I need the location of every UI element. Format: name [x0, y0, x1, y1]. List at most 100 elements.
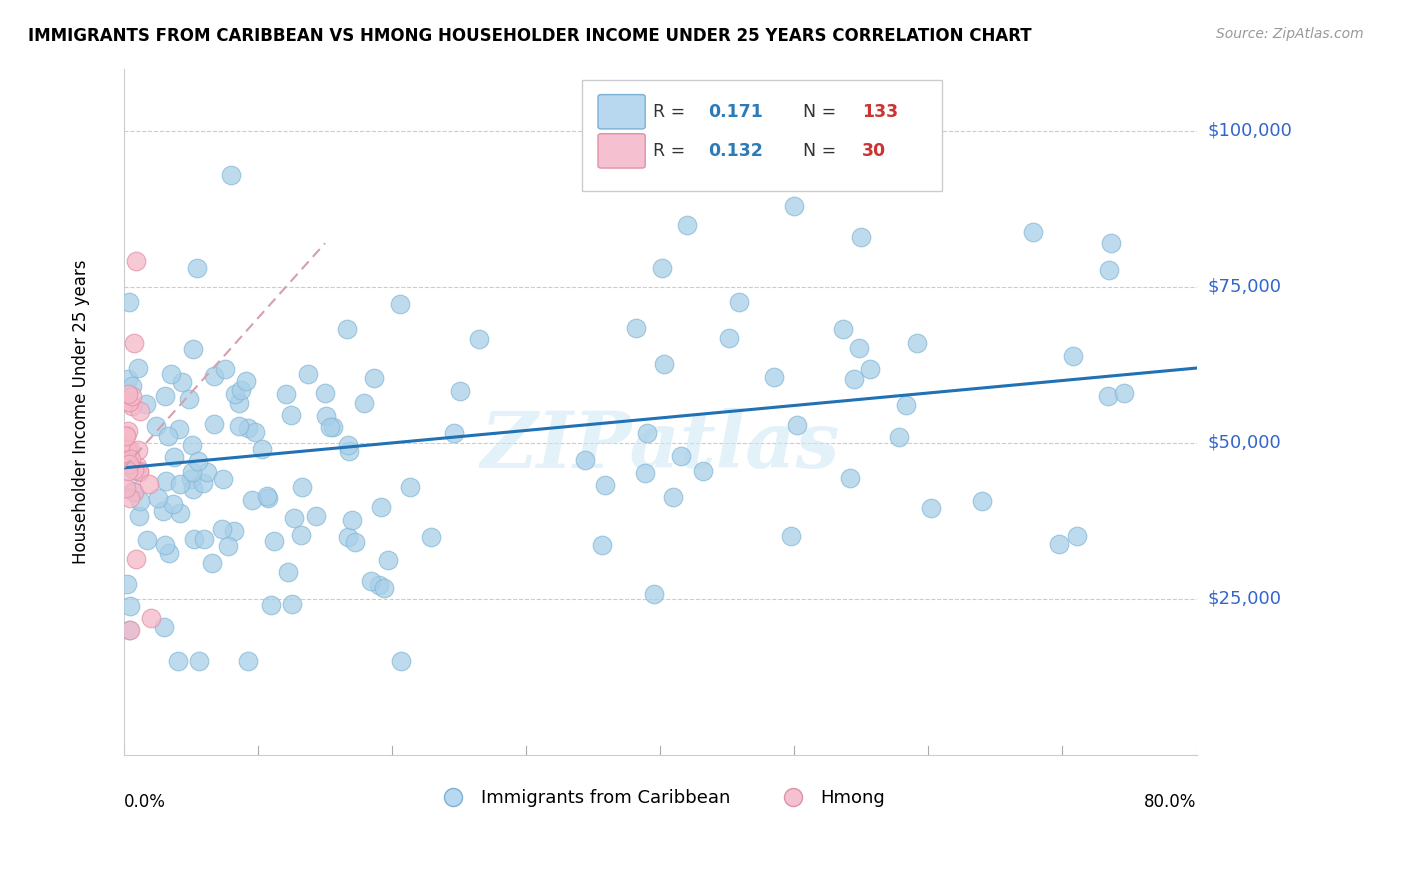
Point	[202, 417, 225, 431]
Point	[651, 260, 673, 275]
Text: $75,000: $75,000	[1208, 278, 1282, 296]
Point	[322, 419, 344, 434]
Point	[117, 372, 139, 386]
Point	[353, 396, 375, 410]
Text: 30: 30	[862, 142, 886, 160]
Point	[851, 230, 873, 244]
Point	[202, 368, 225, 383]
Point	[257, 491, 280, 506]
Point	[388, 297, 411, 311]
Point	[662, 490, 685, 504]
Point	[118, 395, 141, 409]
Point	[122, 462, 145, 476]
Point	[167, 654, 190, 668]
Point	[138, 476, 160, 491]
Point	[201, 556, 224, 570]
Point	[217, 539, 239, 553]
Text: ZIPatlas: ZIPatlas	[481, 408, 839, 484]
Point	[117, 577, 139, 591]
Point	[277, 565, 299, 579]
Point	[896, 398, 918, 412]
Point	[783, 199, 806, 213]
Point	[214, 362, 236, 376]
Point	[228, 419, 250, 434]
Point	[344, 534, 367, 549]
Point	[125, 552, 148, 566]
FancyBboxPatch shape	[598, 95, 645, 129]
Point	[240, 492, 263, 507]
Point	[763, 370, 786, 384]
Point	[1112, 386, 1135, 401]
Point	[336, 322, 359, 336]
Point	[115, 481, 138, 495]
Point	[832, 322, 855, 336]
Point	[114, 456, 136, 470]
Point	[399, 480, 422, 494]
Point	[449, 384, 471, 399]
Point	[120, 599, 142, 614]
Point	[118, 623, 141, 637]
Point	[120, 451, 142, 466]
Point	[160, 367, 183, 381]
Point	[245, 425, 267, 440]
Point	[848, 341, 870, 355]
Point	[211, 472, 233, 486]
Point	[128, 465, 150, 479]
Point	[129, 403, 152, 417]
Point	[186, 260, 208, 275]
Point	[290, 528, 312, 542]
Point	[443, 425, 465, 440]
Point	[314, 386, 336, 401]
Point	[624, 320, 647, 334]
Point	[181, 465, 204, 479]
Text: $100,000: $100,000	[1208, 122, 1292, 140]
Point	[135, 397, 157, 411]
Point	[839, 471, 862, 485]
Point	[574, 452, 596, 467]
Point	[420, 530, 443, 544]
Point	[152, 620, 174, 634]
Point	[121, 389, 143, 403]
Point	[1066, 529, 1088, 543]
Point	[117, 424, 139, 438]
FancyBboxPatch shape	[598, 134, 645, 168]
Point	[718, 331, 741, 345]
Point	[169, 477, 191, 491]
Point	[337, 438, 360, 452]
Point	[180, 472, 202, 486]
Point	[128, 494, 150, 508]
Point	[195, 465, 218, 479]
Point	[121, 379, 143, 393]
Text: 0.0%: 0.0%	[124, 793, 166, 811]
Point	[169, 506, 191, 520]
Text: N =: N =	[803, 142, 842, 160]
Point	[127, 361, 149, 376]
Point	[120, 442, 142, 457]
Point	[157, 546, 180, 560]
Point	[177, 392, 200, 407]
Point	[786, 418, 808, 433]
Point	[163, 450, 186, 464]
Point	[152, 504, 174, 518]
Point	[155, 474, 177, 488]
Point	[1062, 349, 1084, 363]
Point	[117, 464, 139, 478]
Text: N =: N =	[803, 103, 842, 120]
FancyBboxPatch shape	[582, 80, 942, 191]
Point	[118, 294, 141, 309]
Point	[136, 533, 159, 547]
Point	[377, 553, 399, 567]
Legend: Immigrants from Caribbean, Hmong: Immigrants from Caribbean, Hmong	[429, 782, 893, 814]
Point	[181, 438, 204, 452]
Point	[920, 501, 942, 516]
Point	[124, 253, 146, 268]
Text: 80.0%: 80.0%	[1144, 793, 1197, 811]
Point	[363, 370, 385, 384]
Point	[115, 428, 138, 442]
Point	[228, 396, 250, 410]
Point	[118, 457, 141, 471]
Point	[193, 476, 215, 491]
Point	[256, 489, 278, 503]
Point	[593, 477, 616, 491]
Point	[167, 422, 190, 436]
